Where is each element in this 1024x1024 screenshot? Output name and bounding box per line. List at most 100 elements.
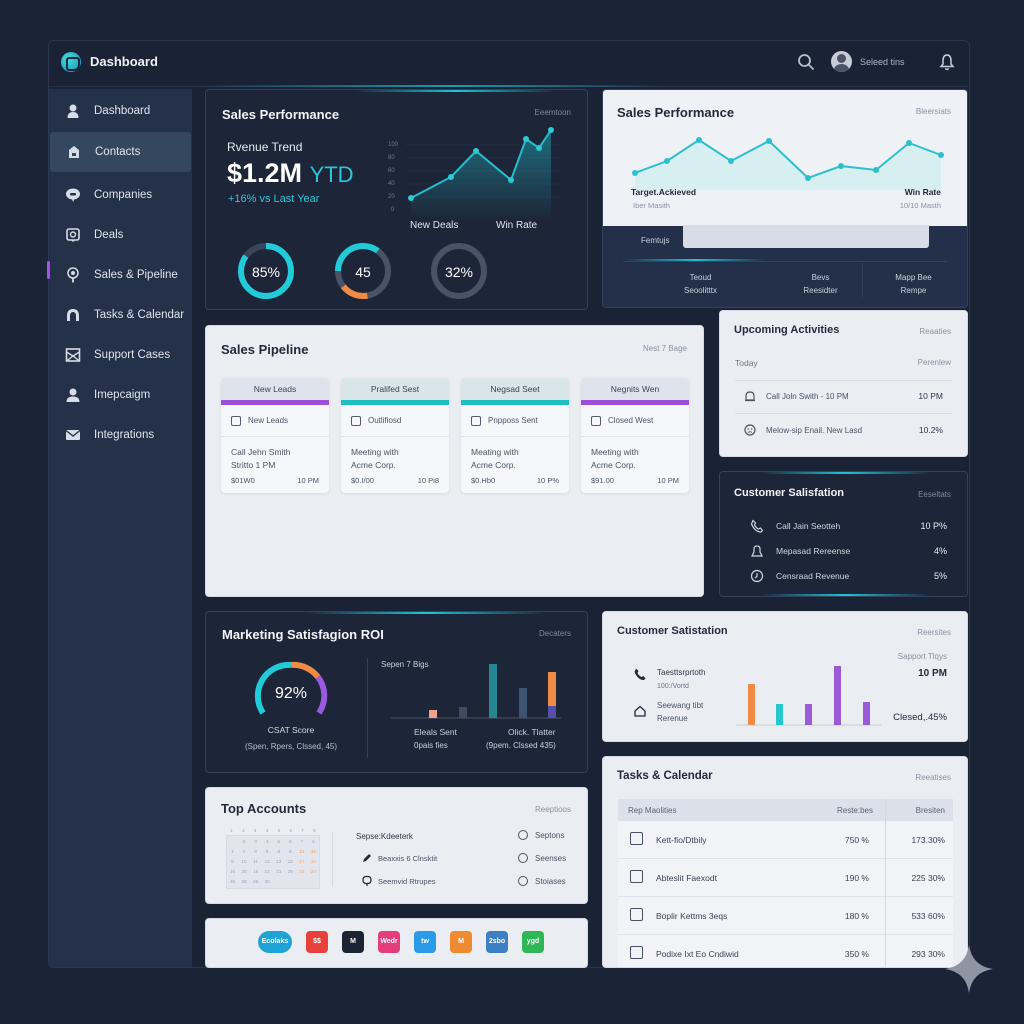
filter-input[interactable]	[683, 225, 929, 248]
radio-option[interactable]: Seenses	[518, 853, 566, 863]
radio-button[interactable]	[518, 830, 528, 840]
mini-calendar[interactable]: 1 2 3 4 5 6 7 8 2 3 4 5 6 7 8 1 1 8 8 8 8 11 12 9 10 11 12 13 12 17 14…	[226, 828, 320, 889]
table-row[interactable]: Abteslit Faexodt 190 % 225 30%	[618, 859, 953, 897]
sidebar-item-tasks-calendar[interactable]: Tasks & Calendar	[49, 295, 192, 335]
card-title: Upcoming Activities	[734, 324, 840, 336]
search-icon[interactable]	[797, 53, 815, 71]
radio-button[interactable]	[518, 853, 528, 863]
card-menu[interactable]: Reersites	[917, 628, 951, 637]
checkbox-icon[interactable]	[630, 908, 643, 921]
integration-app-icon[interactable]: ygd	[522, 931, 544, 953]
phone-icon	[750, 519, 764, 533]
sidebar-item-companies[interactable]: Companies	[49, 175, 192, 215]
account-item[interactable]: Beaxxis 6 Clnsktit	[378, 854, 438, 863]
table-header: Rep Maolities Reste:bes Bresiten	[618, 799, 953, 821]
column-header: New Leads	[221, 378, 329, 400]
activity-row[interactable]: Melow-sip Enail. New Lasd 10.2%	[744, 422, 943, 438]
table-row[interactable]: Boplir Kettms 3eqs 180 % 533 60%	[618, 897, 953, 935]
person-icon	[67, 104, 79, 118]
column-header: Pralifed Sest	[341, 378, 449, 400]
bell-icon[interactable]	[939, 53, 955, 71]
card-title: Tasks & Calendar	[617, 770, 713, 782]
integration-app-icon[interactable]: tw	[414, 931, 436, 953]
integration-app-icon[interactable]: Wedr	[378, 931, 400, 953]
sidebar-item-sales-pipeline[interactable]: Sales & Pipeline	[49, 255, 192, 295]
closed-value: Clesed,.45%	[893, 712, 947, 723]
card-menu[interactable]: Eeemtoon	[534, 108, 571, 117]
card-menu[interactable]: Nest 7 Bage	[642, 344, 687, 353]
integration-app-icon[interactable]: M	[450, 931, 472, 953]
pipeline-column[interactable]: Negsad Seet Pnpposs Sent Meating with Acm…	[461, 378, 569, 493]
radio-option[interactable]: Stoiases	[518, 876, 566, 886]
sidebar-item-deals[interactable]: Deals	[49, 215, 192, 255]
card-menu[interactable]: Bleersiats	[915, 107, 951, 116]
card-menu[interactable]: Reeatises	[915, 773, 951, 782]
contact-card-icon	[69, 146, 79, 158]
account-item[interactable]: Seemvid Rtrupes	[378, 877, 436, 886]
pipeline-column[interactable]: Negnits Wen Closed West Meeting with Acme…	[581, 378, 689, 493]
bars-label: Sepen 7 Bigs	[381, 660, 429, 669]
deal-card: Meeting with Acme Corp.	[351, 447, 399, 470]
card-menu[interactable]: Reeptioos	[534, 805, 571, 814]
donut-chart-45	[335, 243, 391, 299]
checkbox-icon[interactable]	[630, 870, 643, 883]
grid-icon	[630, 946, 643, 959]
card-title: Sales Pipeline	[221, 342, 309, 357]
donut-value: 45	[355, 264, 371, 280]
accounts-heading: Sepse:Kdeeterk	[356, 832, 413, 841]
preview-link[interactable]: Perenlew	[917, 358, 951, 367]
footer-col: Bevs Reesidter	[803, 273, 838, 295]
table-row[interactable]: Podixe Ixt Eo Cndiwid 350 % 293 30%	[618, 935, 953, 967]
radio-option[interactable]: Septons	[518, 830, 564, 840]
phone-icon	[634, 668, 646, 680]
win-rate-label: Win Rate	[904, 187, 941, 197]
tag-icon	[231, 415, 241, 426]
support-value: 10 PM	[918, 668, 947, 679]
sidebar-item-dashboard[interactable]: Dashboard	[49, 91, 192, 131]
csat-row[interactable]: Call Jain Seotteh 10 P%	[750, 518, 947, 534]
csat-row[interactable]: Mepasad Rereense 4%	[750, 543, 947, 559]
marketing-bar-chart	[391, 664, 561, 719]
integration-app-icon[interactable]: Ecolaks	[258, 931, 292, 953]
revenue-growth: +16% vs Last Year	[228, 193, 320, 205]
column-header[interactable]: Rep Maolities	[628, 806, 677, 815]
sidebar-item-label: Tasks & Calendar	[94, 309, 185, 321]
user-icon	[66, 388, 80, 402]
integration-app-icon[interactable]: 2sbo	[486, 931, 508, 953]
sidebar-item-integrations[interactable]: Integrations	[49, 415, 192, 455]
deal-card: Call Jehn Smith Stritto 1 PM	[231, 447, 291, 470]
gauge-sub: (Spen, Rpers, Clssed, 45)	[244, 742, 338, 751]
card-title: Sales Performance	[222, 107, 340, 122]
card-menu[interactable]: Eeseltats	[918, 490, 951, 499]
table-row[interactable]: Kett-fio/Dtbily 750 % 173.30%	[618, 821, 953, 859]
sales-performance-card: Sales Performance Eeemtoon Rvenue Trend …	[205, 89, 588, 310]
alarm-icon	[745, 391, 755, 402]
integration-app-icon[interactable]: M	[342, 931, 364, 953]
card-menu[interactable]: Reaaties	[919, 327, 951, 336]
revenue-line-chart	[406, 127, 561, 220]
sidebar-item-campaign[interactable]: Imepcaigm	[49, 375, 192, 415]
pipeline-column[interactable]: New Leads New Leads Call Jehn Smith Strit…	[221, 378, 329, 493]
radio-button[interactable]	[518, 876, 528, 886]
user-name[interactable]: Seleed tins	[860, 57, 905, 67]
mail-icon	[65, 429, 81, 440]
sidebar-item-support-cases[interactable]: Support Cases	[49, 335, 192, 375]
inbox-icon	[65, 348, 81, 362]
column-header[interactable]: Bresiten	[915, 806, 945, 815]
card-menu[interactable]: Decaters	[538, 629, 571, 638]
upcoming-activities-card: Upcoming Activities Reaaties Today Peren…	[719, 310, 968, 457]
integration-app-icon[interactable]: $$	[306, 931, 328, 953]
column-subtitle: New Leads	[248, 416, 289, 425]
bell-outline-icon	[751, 545, 763, 557]
csat-row[interactable]: Censraad Revenue 5%	[750, 568, 947, 584]
y-tick: 40	[388, 181, 395, 187]
deal-card: Meating with Acme Corp.	[471, 447, 519, 470]
grid-icon	[630, 832, 643, 845]
footer-col: Mapp Bee Rempe	[895, 273, 932, 295]
deal-icon	[66, 228, 80, 242]
avatar[interactable]	[831, 51, 852, 72]
activity-row[interactable]: Call Joln Swith - 10 PM 10 PM	[744, 388, 943, 404]
column-header[interactable]: Reste:bes	[836, 806, 873, 815]
sidebar-item-contacts[interactable]: Contacts	[50, 132, 191, 172]
pipeline-column[interactable]: Pralifed Sest Outlifiosd Meeting with Acm…	[341, 378, 449, 493]
